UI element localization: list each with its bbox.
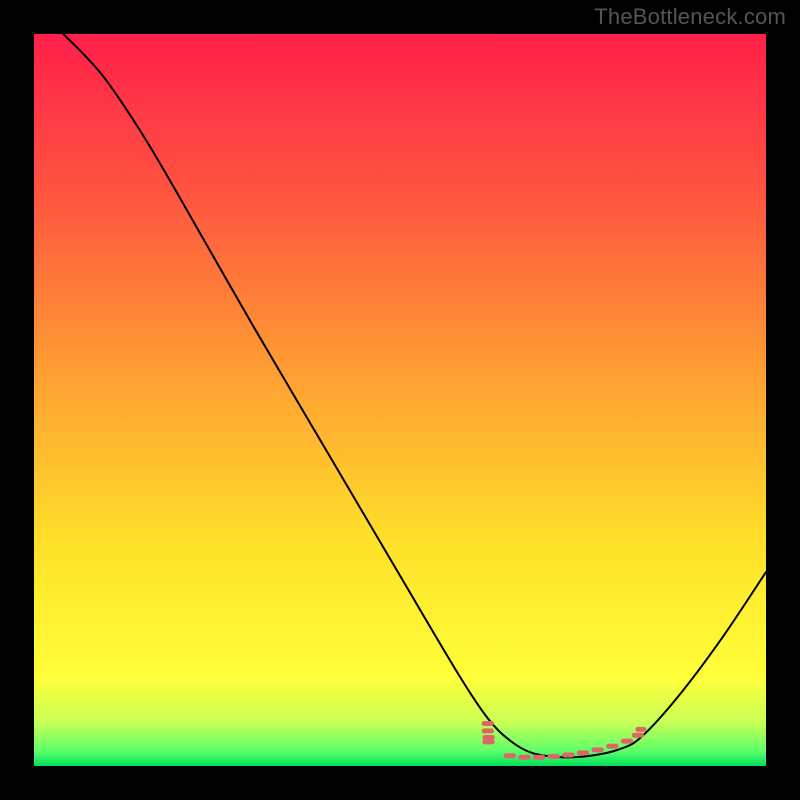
chart-svg xyxy=(34,34,766,766)
watermark-text: TheBottleneck.com xyxy=(594,4,786,30)
gradient-background xyxy=(34,34,766,766)
figure-stage: TheBottleneck.com xyxy=(0,0,800,800)
plot-area xyxy=(34,34,766,766)
